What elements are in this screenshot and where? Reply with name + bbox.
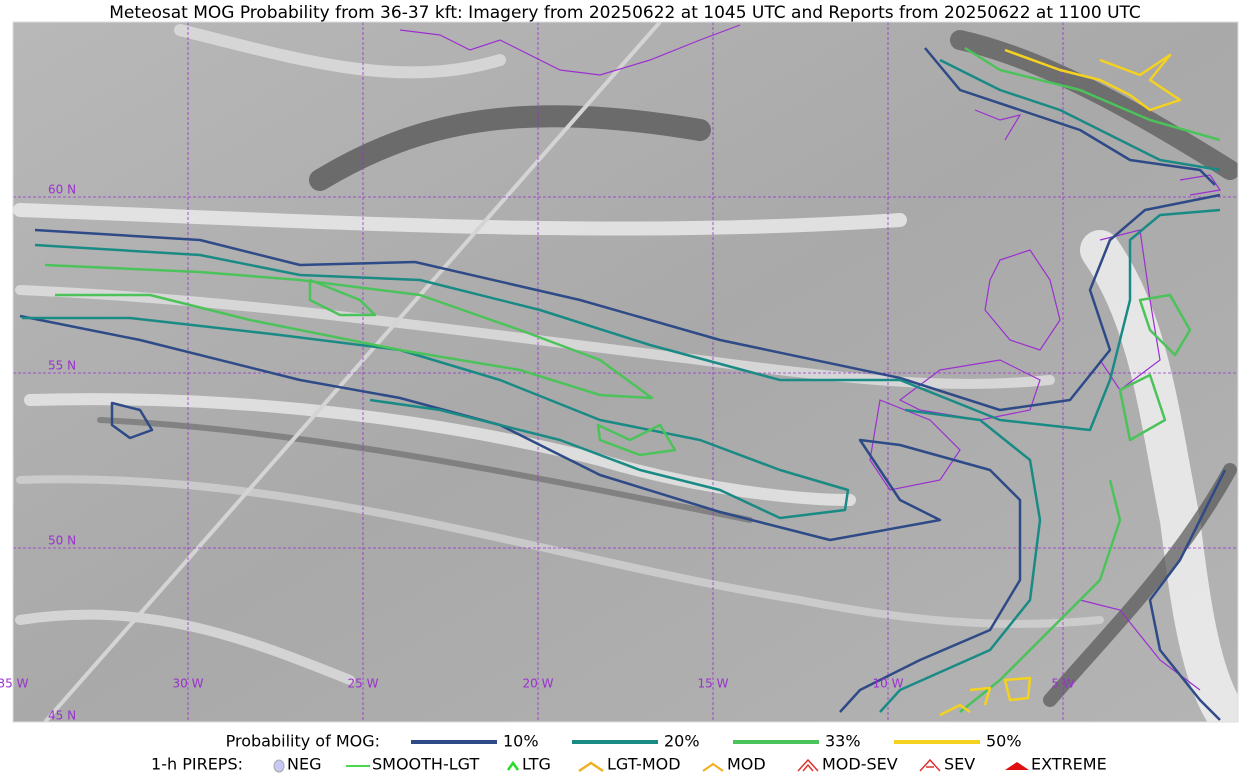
pirep-icon [797,758,819,772]
lon-label: 35 W [0,677,29,691]
pirep-icon [702,762,724,772]
graticule [13,22,1238,722]
pirep-label: LGT-MOD [607,755,681,774]
pirep-label: LTG [522,755,551,774]
lon-label: 20 W [523,677,554,691]
lon-label: 30 W [173,677,204,691]
map-frame [12,21,1239,723]
lat-label: 60 N [48,183,76,197]
pirep-label: MOD [727,755,766,774]
lon-label: 25 W [348,677,379,691]
map [13,22,1238,722]
legend-label: 10% [503,732,539,751]
pirep-icon [578,761,604,773]
legend-label: 33% [825,732,861,751]
pirep-icon [1005,762,1029,770]
pirep-icon [273,759,285,773]
lon-label: 15 W [698,677,729,691]
lat-label: 45 N [48,709,76,723]
pireps-title: 1-h PIREPS: [151,755,243,774]
satellite-track [43,22,662,722]
satellite-background [13,22,1238,722]
pirep-icon [506,760,520,771]
pirep-label: NEG [287,755,321,774]
cloud-streaks [13,24,1238,722]
legend-label: 20% [664,732,700,751]
legend-label: 50% [986,732,1022,751]
legend-title: Probability of MOG: [226,732,380,751]
title: Meteosat MOG Probability from 36-37 kft:… [109,3,1141,23]
pirep-icon [919,758,941,772]
legend: 10% 20% 33% 50% NEG SMOOTH-LGT LTG LGT-MOD MOD MO… [273,732,1107,774]
lon-label: 10 W [873,677,904,691]
probability-contours [19,46,1227,721]
lat-label: 55 N [48,359,76,373]
pirep-label: EXTREME [1031,755,1107,774]
pirep-label: MOD-SEV [822,755,898,774]
lat-label: 50 N [48,534,76,548]
grid-labels: 60 N 55 N 50 N 45 N 35 W 30 W 25 W 20 W 15 W 10 W… [0,183,1075,723]
pirep-label: SMOOTH-LGT [372,755,479,774]
pirep-label: SEV [944,755,975,774]
lon-label: 5 W [1051,677,1074,691]
